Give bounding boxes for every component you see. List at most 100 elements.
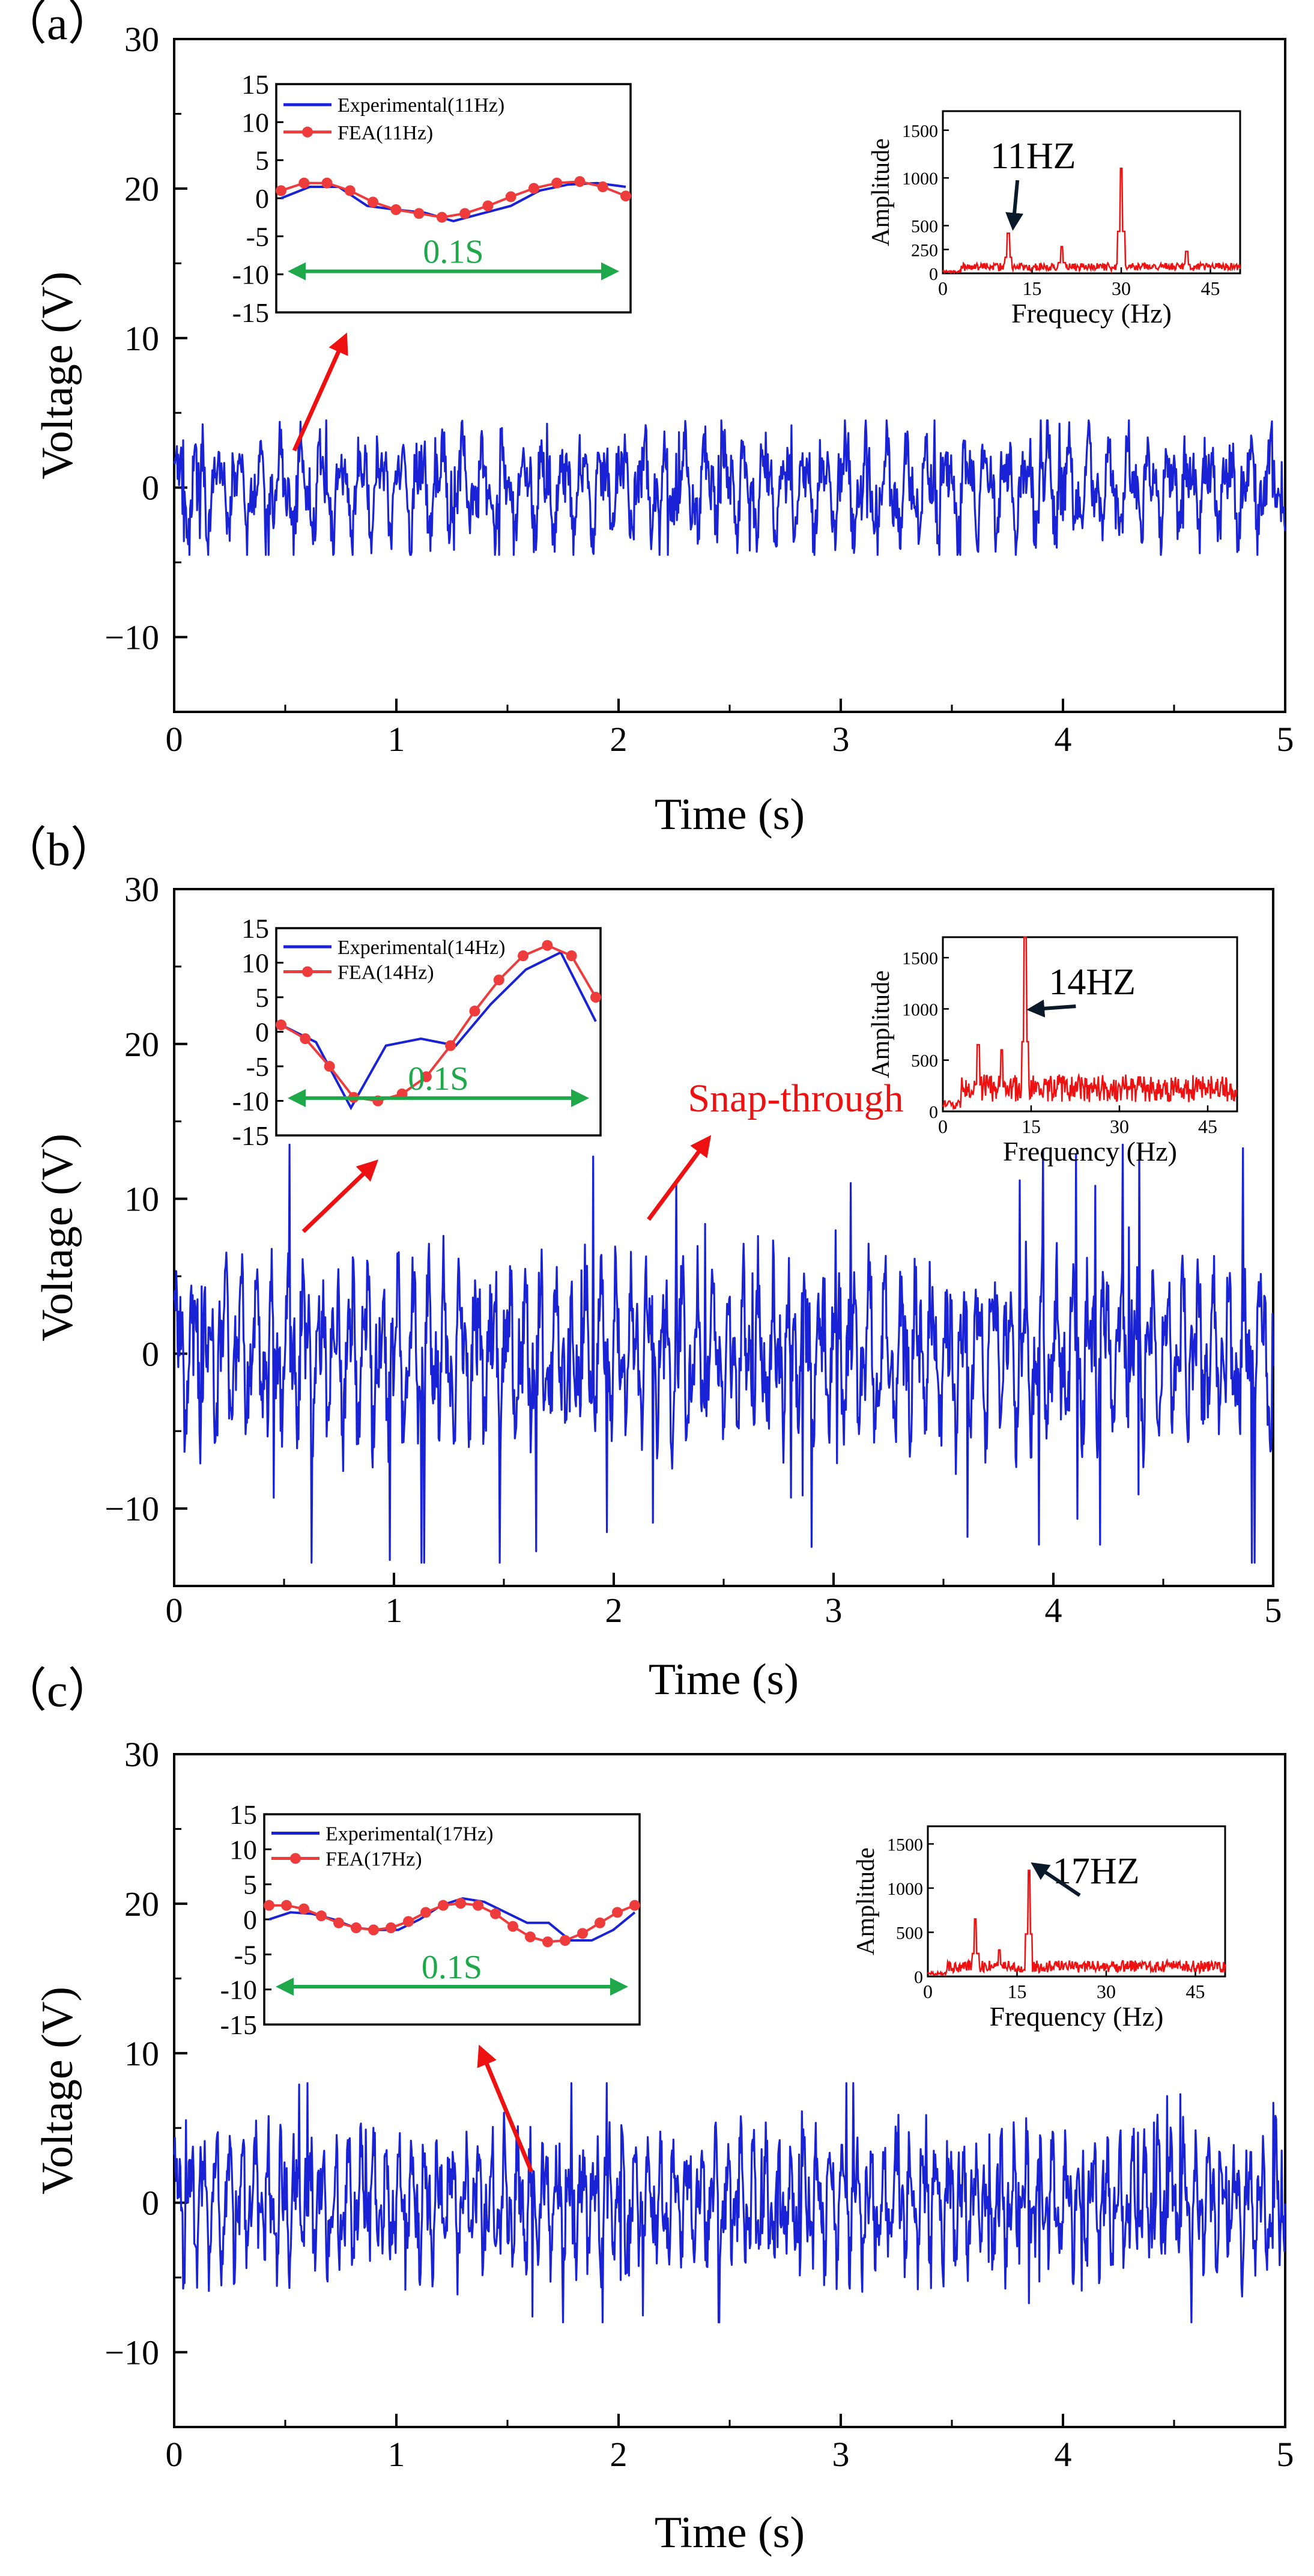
x-axis-label: Time (s) xyxy=(655,2508,805,2557)
inset-fea-point xyxy=(276,1019,286,1030)
inset-fea-point xyxy=(403,1916,414,1927)
legend-experimental-label: Experimental(11Hz) xyxy=(338,94,504,117)
inset-y-tick-label: 5 xyxy=(255,145,269,176)
fft-spectrum xyxy=(942,168,1241,275)
inset-y-tick-label: -10 xyxy=(232,1086,269,1117)
x-tick-label: 1 xyxy=(388,720,405,759)
fft-x-axis-label: Frequency (Hz) xyxy=(1003,1136,1177,1167)
x-tick-label: 5 xyxy=(1265,1591,1282,1630)
fft-peak-annotation: 11HZ xyxy=(990,136,1076,177)
scale-bar-label: 0.1S xyxy=(408,1060,468,1098)
inset-fea-point xyxy=(528,183,539,194)
inset-y-tick-label: 5 xyxy=(255,982,269,1013)
inset-fea-point xyxy=(321,177,333,189)
inset-fea-point xyxy=(281,1900,292,1911)
y-axis-label: Voltage (V) xyxy=(33,1134,82,1341)
x-tick-label: 1 xyxy=(386,1591,403,1630)
legend-fea-label: FEA(14Hz) xyxy=(338,961,434,983)
inset-fea-point xyxy=(386,1922,396,1933)
legend-fea-marker xyxy=(290,1853,301,1864)
fft-y-tick-label: 500 xyxy=(896,1923,923,1943)
inset-fea-point xyxy=(595,1917,605,1928)
fft-peak-annotation: 14HZ xyxy=(1049,962,1136,1003)
inset-fea-point xyxy=(333,1917,344,1928)
y-tick-label: 30 xyxy=(124,20,159,59)
fft-y-tick-label: 0 xyxy=(929,264,938,284)
inset-time-plot: 15 10 5 0 -5 -10 -15 Experimental(11Hz) FEA(11Hz… xyxy=(232,69,632,328)
fft-x-tick-label: 45 xyxy=(1198,1116,1217,1137)
inset-fea-point xyxy=(390,204,402,215)
x-tick-label: 4 xyxy=(1055,720,1072,759)
callout-arrow xyxy=(477,2044,534,2173)
inset-y-tick-label: 15 xyxy=(229,1799,257,1830)
x-tick-label: 2 xyxy=(605,1591,623,1630)
fft-x-tick-label: 0 xyxy=(938,278,948,299)
inset-y-tick-label: 10 xyxy=(241,107,269,138)
x-tick-label: 0 xyxy=(166,720,183,759)
x-axis-label: Time (s) xyxy=(655,790,805,839)
x-tick-label: 3 xyxy=(832,720,850,759)
inset-y-tick-label: 15 xyxy=(241,69,269,100)
scale-bar-label: 0.1S xyxy=(422,1949,482,1986)
fft-y-tick-label: 1000 xyxy=(902,1000,938,1019)
fft-x-axis-label: Frequency (Hz) xyxy=(990,2001,1164,2032)
inset-fea-point xyxy=(612,1907,623,1918)
fft-y-tick-label: 1500 xyxy=(902,949,938,968)
fft-peak-arrow xyxy=(1026,999,1076,1018)
y-tick-label: 30 xyxy=(124,1735,159,1774)
inset-fea-point xyxy=(324,1061,335,1072)
fft-spectrum xyxy=(942,936,1238,1111)
y-tick-label: 10 xyxy=(124,1180,159,1219)
snap-through-label: Snap-through xyxy=(688,1077,903,1120)
snap-arrow xyxy=(647,1135,712,1221)
inset-fea-point xyxy=(518,950,529,961)
fft-y-axis-label: Amplitude xyxy=(867,970,895,1078)
fft-y-tick-label: 1000 xyxy=(902,169,938,189)
y-axis-label: Voltage (V) xyxy=(33,1987,82,2195)
fft-x-tick-label: 30 xyxy=(1097,1981,1116,2002)
fft-y-tick-label: 500 xyxy=(911,1051,938,1071)
y-tick-label: 20 xyxy=(124,169,159,208)
inset-fea-point xyxy=(542,940,553,951)
inset-fea-point xyxy=(264,1900,274,1911)
inset-time-plot: 15 105 0-5 -10-15 Experimental(14Hz)FEA(14Hz… xyxy=(232,913,602,1151)
fft-spectrum xyxy=(927,1870,1226,1977)
y-tick-label: −10 xyxy=(104,618,159,657)
inset-fea-point xyxy=(368,1924,379,1936)
fft-y-tick-label: 1000 xyxy=(887,1879,923,1899)
inset-fea-point xyxy=(551,177,563,189)
fft-x-tick-label: 15 xyxy=(1023,278,1042,299)
y-tick-label: 20 xyxy=(124,1025,159,1064)
inset-fea-point xyxy=(542,1936,553,1948)
inset-experimental-line xyxy=(280,950,597,1111)
y-tick-label: 10 xyxy=(124,2034,159,2073)
y-tick-label: −10 xyxy=(104,1489,159,1528)
fft-y-axis-label: Amplitude xyxy=(852,1847,880,1955)
inset-fft-plot: 0 15 30 45 0 500 1000 1500 Frequency (Hz) Amplitu… xyxy=(867,936,1238,1167)
y-axis-label: Voltage (V) xyxy=(33,272,82,479)
inset-fea-point xyxy=(438,1900,449,1911)
inset-fea-point xyxy=(560,1935,571,1946)
inset-fea-point xyxy=(577,1928,588,1939)
inset-fea-point xyxy=(629,1900,640,1911)
inset-y-tick-label: -10 xyxy=(220,1975,257,2005)
inset-y-tick-label: -5 xyxy=(246,1051,269,1082)
x-tick-label: 5 xyxy=(1277,720,1294,759)
fft-x-tick-label: 15 xyxy=(1008,1981,1027,2002)
x-tick-label: 0 xyxy=(166,2435,183,2474)
inset-fea-line xyxy=(269,1902,635,1943)
fft-x-axis-label: Frequecy (Hz) xyxy=(1011,298,1172,329)
inset-fea-point xyxy=(300,1033,311,1044)
inset-fea-point xyxy=(459,208,471,219)
fft-frame xyxy=(942,110,1241,275)
inset-fea-point xyxy=(316,1910,327,1922)
fft-x-tick-label: 30 xyxy=(1112,278,1131,299)
inset-fea-point xyxy=(420,1907,431,1918)
x-tick-label: 5 xyxy=(1277,2435,1294,2474)
inset-fea-point xyxy=(420,1071,432,1083)
y-tick-label: 0 xyxy=(142,469,159,508)
panel-label: （c） xyxy=(0,1664,115,1716)
fft-peak-arrow xyxy=(1005,180,1024,231)
